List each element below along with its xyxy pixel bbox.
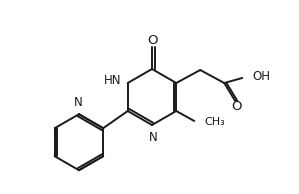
Text: OH: OH xyxy=(252,70,270,83)
Text: CH₃: CH₃ xyxy=(204,117,225,127)
Text: N: N xyxy=(74,96,82,109)
Text: HN: HN xyxy=(104,74,122,87)
Text: N: N xyxy=(149,131,157,144)
Text: O: O xyxy=(147,35,157,48)
Text: O: O xyxy=(231,100,242,113)
